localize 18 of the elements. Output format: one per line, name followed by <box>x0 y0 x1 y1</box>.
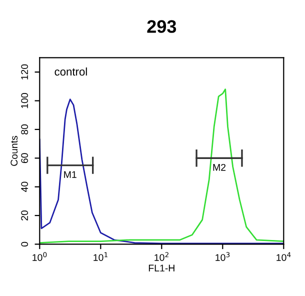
y-tick-label: 20 <box>21 210 28 220</box>
x-tick-label: 10$^{3}$ <box>216 252 230 261</box>
x-axis-title: FL1-H <box>148 264 174 272</box>
y-tick-label: 80 <box>21 124 28 134</box>
y-tick-label: 60 <box>21 153 28 164</box>
series-label: M2 <box>213 164 226 171</box>
x-tick-label: 10$^{1}$ <box>94 252 108 261</box>
y-axis-title: Counts <box>10 136 18 166</box>
series-label: M1 <box>64 171 76 178</box>
y-tick-label: 40 <box>21 182 28 192</box>
x-tick-label: 10$^{4}$ <box>276 252 291 261</box>
chart-title: 293 <box>147 20 176 33</box>
x-tick-label: 10$^{0}$ <box>32 252 47 261</box>
x-tick-label: 10$^{2}$ <box>154 252 168 261</box>
y-tick-label: 100 <box>21 93 28 108</box>
y-tick-label: 0 <box>21 242 28 247</box>
annotation: control <box>54 67 87 76</box>
y-tick-label: 120 <box>21 64 28 80</box>
